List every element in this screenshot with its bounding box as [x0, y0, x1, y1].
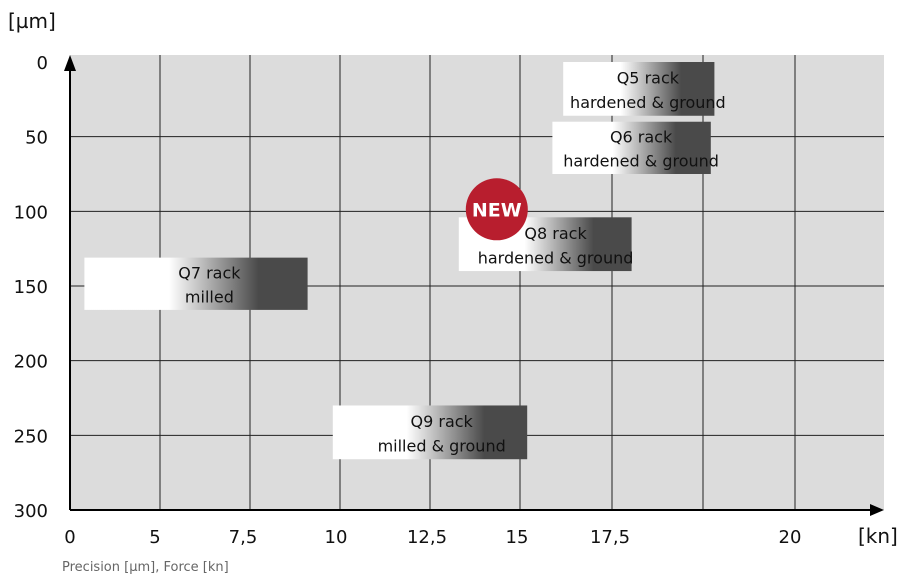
y-tick-label: 150 — [14, 277, 48, 298]
y-tick-label: 50 — [25, 128, 48, 149]
rack-bar: Q8 rack hardened & ground — [458, 217, 634, 272]
new-badge — [465, 178, 528, 241]
rack-bar-sublabel: milled — [185, 288, 234, 307]
rack-bar-rect — [332, 405, 528, 460]
y-tick-label: 0 — [37, 53, 48, 74]
new-badge-text: NEW — [472, 199, 522, 221]
rack-bar-sublabel: milled & ground — [378, 437, 506, 456]
rack-bar-label: Q6 rack — [610, 128, 673, 147]
y-tick-label: 100 — [14, 202, 48, 223]
rack-bar-sublabel: hardened & ground — [563, 152, 719, 171]
rack-bar-label: Q9 rack — [411, 412, 474, 431]
rack-bar: Q6 rack hardened & ground — [552, 121, 719, 174]
rack-bar-label: Q7 rack — [178, 264, 241, 283]
x-tick-label: 7,5 — [229, 527, 258, 548]
rack-bar: Q5 rack hardened & ground — [563, 62, 726, 116]
rack-bar-label: Q5 rack — [617, 69, 680, 88]
rack-bar-rect — [84, 257, 308, 310]
x-tick-label: 5 — [149, 527, 160, 548]
x-tick-label: 17,5 — [590, 527, 630, 548]
x-axis-unit: [kn] — [858, 524, 898, 548]
x-tick-label: 12,5 — [407, 527, 447, 548]
rack-bar-label: Q8 rack — [524, 224, 587, 243]
y-tick-label: 200 — [14, 352, 48, 373]
x-tick-label: 10 — [325, 527, 348, 548]
rack-bar-sublabel: hardened & ground — [478, 249, 634, 268]
rack-bar: Q9 rack milled & ground — [332, 405, 528, 460]
chart-caption: Precision [µm], Force [kn] — [62, 560, 229, 575]
rack-bar-sublabel: hardened & ground — [570, 93, 726, 112]
y-axis-arrow — [64, 55, 76, 71]
x-tick-label: 15 — [506, 527, 529, 548]
x-axis-arrow — [870, 504, 884, 516]
x-tick-label: 0 — [64, 527, 75, 548]
y-tick-label: 300 — [14, 501, 48, 522]
rack-bar: Q7 rack milled — [84, 257, 308, 310]
rack-bar-rect — [563, 62, 715, 116]
x-tick-label: 20 — [779, 527, 802, 548]
rack-bar-rect — [552, 121, 711, 174]
y-tick-label: 250 — [14, 426, 48, 447]
y-axis-unit: [µm] — [8, 9, 56, 33]
